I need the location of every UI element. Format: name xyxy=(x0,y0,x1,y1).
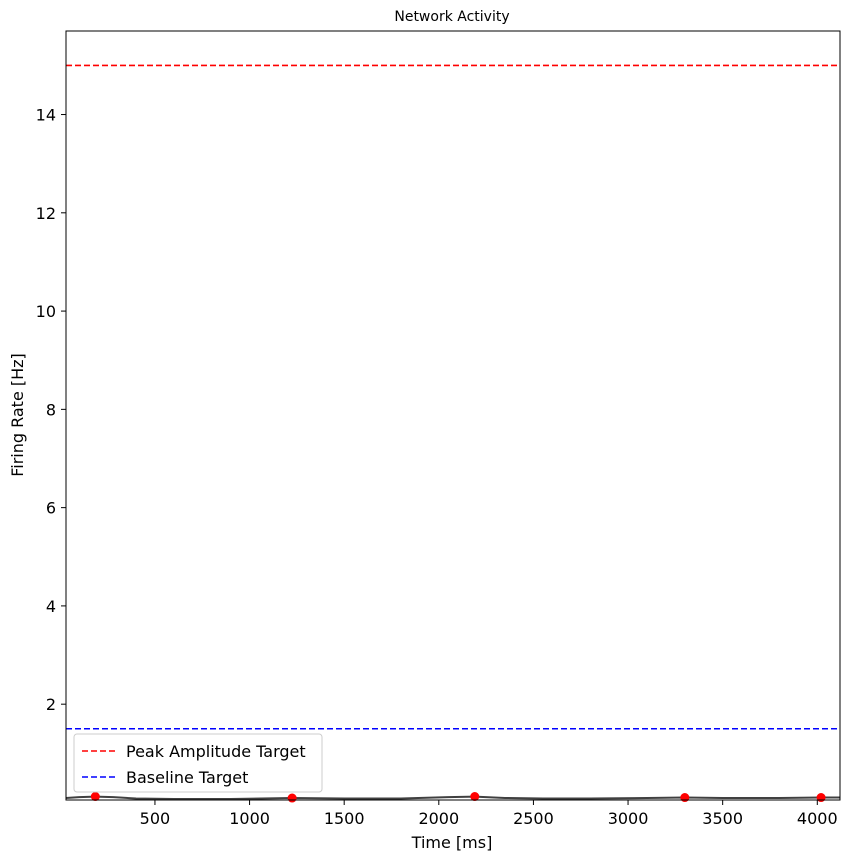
legend: Peak Amplitude Target Baseline Target xyxy=(73,733,323,793)
y-tick-label-1: 4 xyxy=(46,597,56,616)
x-tick-label-7: 4000 xyxy=(797,809,838,828)
y-tick-label-4: 10 xyxy=(36,302,56,321)
y-tick-label-6: 14 xyxy=(36,106,56,125)
x-tick-label-0: 500 xyxy=(140,809,171,828)
y-tick-label-5: 12 xyxy=(36,204,56,223)
y-axis-label: Firing Rate [Hz] xyxy=(8,353,27,477)
plot-frame xyxy=(65,30,841,801)
data-point-2 xyxy=(470,792,480,802)
y-tick-label-2: 6 xyxy=(46,499,56,518)
x-tick-label-5: 3000 xyxy=(608,809,649,828)
y-tick-label-0: 2 xyxy=(46,695,56,714)
legend-box xyxy=(73,733,323,793)
x-tick-label-4: 2500 xyxy=(513,809,554,828)
x-axis-label: Time [ms] xyxy=(411,833,493,852)
data-point-4 xyxy=(816,793,826,803)
chart-title: Network Activity xyxy=(394,9,509,25)
data-point-3 xyxy=(680,793,690,803)
y-tick-label-3: 8 xyxy=(46,400,56,419)
x-tick-label-2: 1500 xyxy=(324,809,365,828)
legend-label-1: Baseline Target xyxy=(126,768,248,787)
x-tick-label-1: 1000 xyxy=(229,809,270,828)
series-line-0 xyxy=(65,795,840,800)
legend-label-0: Peak Amplitude Target xyxy=(126,742,306,761)
x-tick-label-3: 2000 xyxy=(418,809,459,828)
data-point-0 xyxy=(90,792,100,802)
x-tick-label-6: 3500 xyxy=(702,809,743,828)
data-point-1 xyxy=(287,793,297,803)
plot-area xyxy=(66,31,840,800)
